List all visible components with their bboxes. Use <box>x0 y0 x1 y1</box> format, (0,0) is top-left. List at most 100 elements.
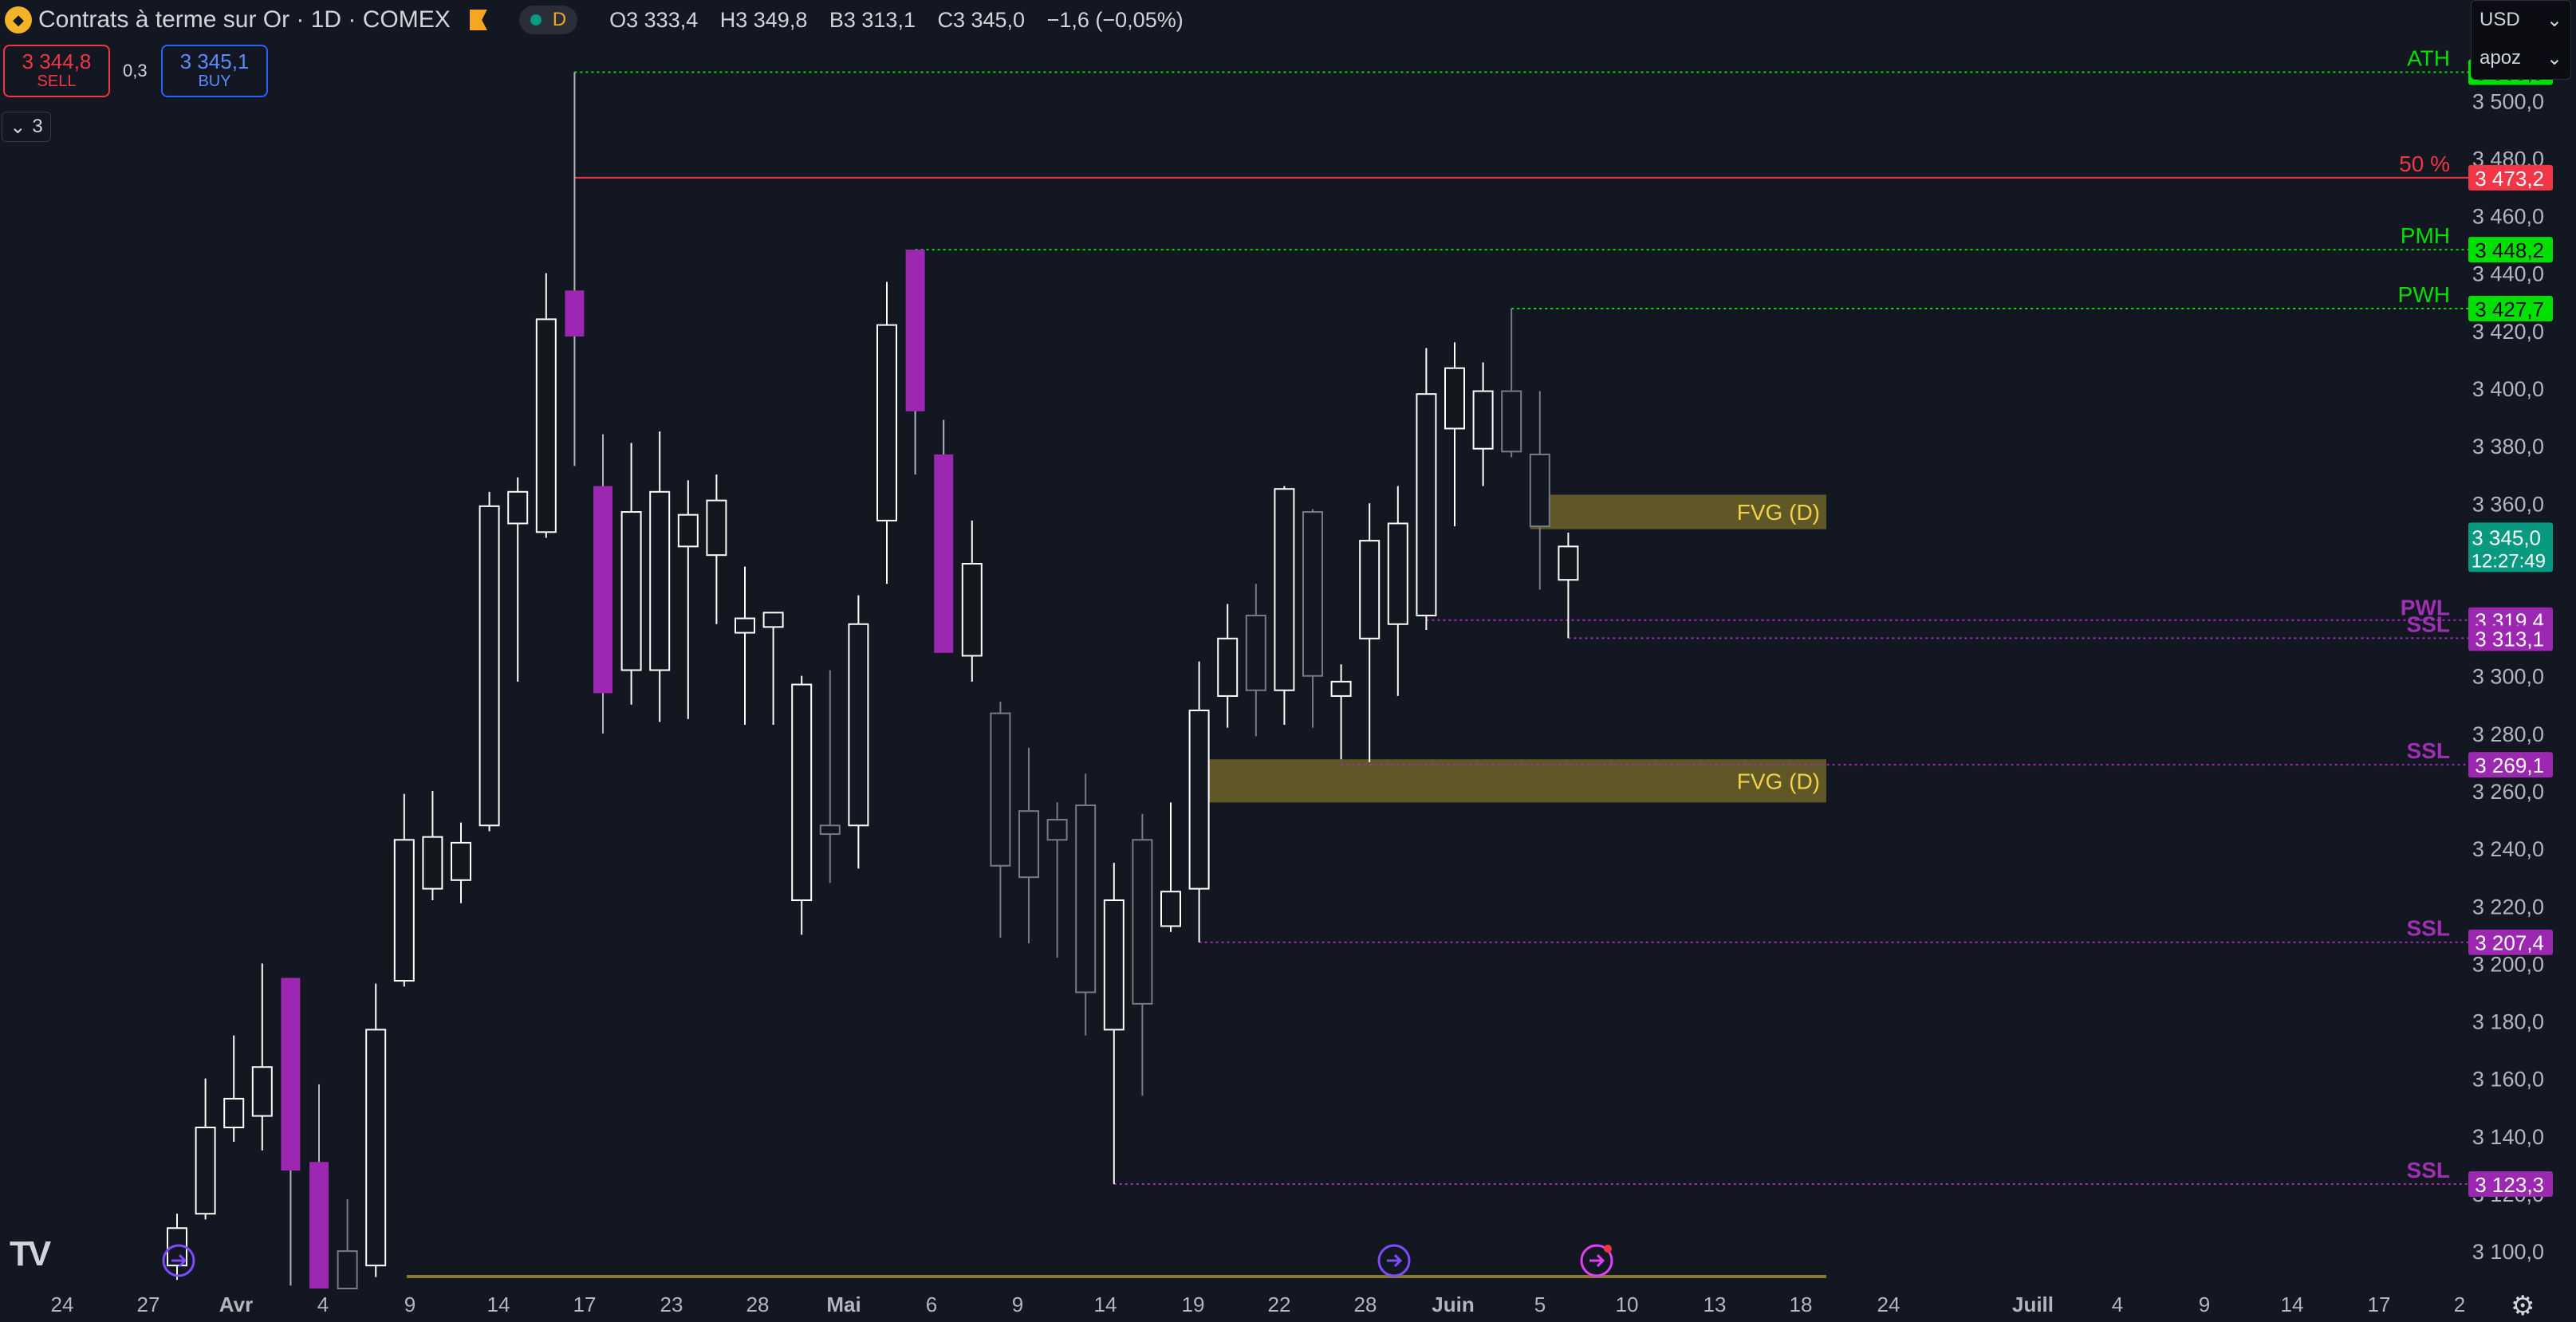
current-price-label: 3 345,0 <box>2472 525 2541 549</box>
high-value: 3 349,8 <box>735 7 808 32</box>
candle <box>706 474 727 624</box>
candle <box>1359 503 1381 762</box>
scale-unit-select[interactable]: apoz ⌄ <box>2472 39 2570 77</box>
change-value: −1,6 (−0,05%) <box>1046 7 1184 32</box>
x-tick-label: 22 <box>1268 1292 1291 1316</box>
flag-icon[interactable] <box>469 10 487 30</box>
x-tick-label: 14 <box>1094 1292 1117 1316</box>
event-circle <box>162 1244 195 1277</box>
close-value: 3 345,0 <box>952 7 1026 32</box>
current-price-tag <box>2468 522 2553 572</box>
candle <box>251 963 273 1151</box>
x-tick-label: 14 <box>487 1292 510 1316</box>
candle-body <box>309 1162 329 1289</box>
x-tick-label: 2 <box>2454 1292 2465 1316</box>
candle-body <box>677 513 699 548</box>
x-tick-label: 4 <box>2112 1292 2123 1316</box>
level-label: PMH <box>2401 223 2450 248</box>
price-tag <box>2468 929 2553 955</box>
y-tick-label: 3 200,0 <box>2472 952 2544 976</box>
y-tick-label: 3 300,0 <box>2472 665 2544 689</box>
candle-body <box>1444 367 1465 430</box>
candle-body <box>1132 839 1153 1005</box>
candle-body <box>1075 805 1097 993</box>
candle-body <box>762 612 784 628</box>
session-pill[interactable]: D <box>518 6 578 34</box>
fvg-zone <box>1530 494 1826 529</box>
y-tick-label: 3 140,0 <box>2472 1125 2544 1149</box>
candle-body <box>649 490 671 671</box>
candle <box>1558 533 1579 639</box>
low-label: B <box>829 7 844 32</box>
price-tag <box>2468 752 2553 778</box>
candle-body <box>1387 522 1408 625</box>
gear-icon[interactable]: ⚙ <box>2511 1291 2535 1321</box>
candle-body <box>1217 637 1239 697</box>
x-tick-label: 9 <box>2199 1292 2210 1316</box>
sell-price: 3 344,8 <box>22 49 92 73</box>
x-tick-label: 28 <box>1354 1292 1377 1316</box>
x-tick-label: 19 <box>1182 1292 1205 1316</box>
candle-body <box>1160 891 1181 927</box>
y-tick-label: 3 280,0 <box>2472 722 2544 746</box>
x-tick-label: Avr <box>219 1292 253 1316</box>
price-tag-label: 3 427,7 <box>2475 297 2544 321</box>
scale-selector[interactable]: USD ⌄ apoz ⌄ <box>2471 0 2571 80</box>
x-tick-label: 24 <box>1877 1292 1900 1316</box>
candle <box>393 793 415 987</box>
x-tick-label: 5 <box>1534 1292 1546 1316</box>
x-tick-label: 27 <box>137 1292 160 1316</box>
candle <box>1018 747 1039 944</box>
candle <box>1416 348 1437 630</box>
x-tick-label: Mai <box>826 1292 861 1316</box>
y-tick-label: 3 400,0 <box>2472 377 2544 401</box>
sell-button[interactable]: 3 344,8 SELL <box>3 45 110 97</box>
candle <box>677 480 699 719</box>
candle-body <box>1330 680 1352 697</box>
candle-body <box>281 978 301 1171</box>
x-tick-label: 9 <box>1012 1292 1023 1316</box>
chart-header: ◆ Contrats à terme sur Or · 1D · COMEX D… <box>0 0 1184 40</box>
candle-body <box>479 505 500 827</box>
tradingview-logo-icon[interactable]: TV <box>10 1234 51 1273</box>
buy-price: 3 345,1 <box>179 49 250 73</box>
candle <box>1217 604 1239 728</box>
event-arrow <box>171 1253 187 1268</box>
y-tick-label: 3 180,0 <box>2472 1010 2544 1034</box>
open-value: 3 333,4 <box>626 7 699 32</box>
candle <box>791 675 813 935</box>
chevron-down-icon: ⌄ <box>2546 47 2562 69</box>
candle <box>934 419 954 653</box>
candle <box>1132 813 1153 1096</box>
candle <box>479 491 500 832</box>
candle-body <box>223 1097 245 1129</box>
currency-select[interactable]: USD ⌄ <box>2472 1 2570 39</box>
fvg-label: FVG (D) <box>1737 500 1820 525</box>
low-value: 3 313,1 <box>843 7 916 32</box>
candle-body <box>1529 453 1550 528</box>
candle <box>1188 661 1210 942</box>
candle-body <box>848 623 869 827</box>
lightning-event-icon <box>1580 1244 1613 1277</box>
candle-body <box>451 841 471 881</box>
x-tick-label: Juin <box>1432 1292 1474 1316</box>
candle-body <box>1302 511 1323 677</box>
buy-button[interactable]: 3 345,1 BUY <box>161 45 268 97</box>
indicators-toggle[interactable]: ⌄ 3 <box>2 112 51 142</box>
level-label: SSL <box>2407 1158 2450 1182</box>
x-tick-label: Juill <box>2012 1292 2054 1316</box>
candle-body <box>735 617 755 634</box>
candle <box>990 702 1011 938</box>
y-tick-label: 3 420,0 <box>2472 320 2544 344</box>
candle-body <box>1245 614 1266 691</box>
x-tick-label: 14 <box>2281 1292 2304 1316</box>
candle <box>1075 773 1097 1036</box>
scale-unit-value: apoz <box>2479 47 2522 69</box>
candle-body <box>1046 819 1068 841</box>
symbol-title[interactable]: Contrats à terme sur Or · 1D · COMEX <box>38 6 451 33</box>
candle <box>905 250 925 475</box>
candle-body <box>1018 810 1039 879</box>
candle-body <box>535 318 557 533</box>
dividend-event-icon <box>162 1244 195 1277</box>
